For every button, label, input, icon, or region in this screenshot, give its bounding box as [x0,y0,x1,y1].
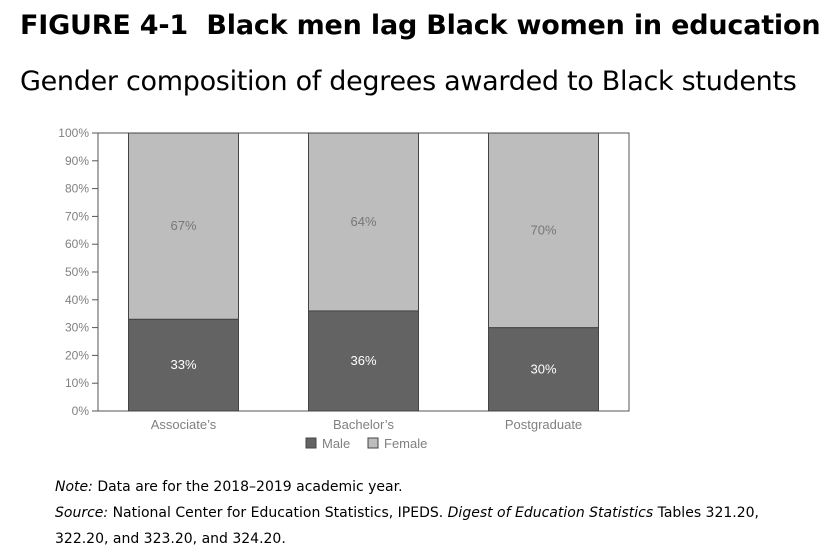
data-label: 64% [350,214,376,229]
y-tick-label: 70% [65,209,89,223]
legend-label: Female [384,436,427,451]
y-tick-label: 50% [65,265,89,279]
stacked-bar-chart: 0% 10% 20% 30% 40% 50% 60% 70% 80% 90% 100% 33% 67% A… [58,126,630,451]
note-line: Note: Data are for the 2018–2019 academi… [55,474,815,500]
x-category-label: Bachelor’s [333,417,394,432]
legend-label: Male [322,436,350,451]
y-tick-label: 0% [72,404,90,418]
legend-swatch [367,437,379,449]
data-label: 70% [530,222,556,237]
figure-subtitle: Gender composition of degrees awarded to… [20,66,797,97]
source-publication: Digest of Education Statistics [447,505,654,521]
bar-segment-female [128,132,239,320]
y-tick-label: 40% [65,293,89,307]
note-label: Note: [55,479,93,495]
source-text-1: National Center for Education Statistics… [112,505,444,521]
data-label: 30% [530,361,556,376]
source-line: Source: National Center for Education St… [55,500,815,552]
data-label: 67% [170,218,196,233]
figure-title-text: Black men lag Black women in education [206,10,821,41]
figure-number: FIGURE 4-1 [20,10,188,41]
figure-title: FIGURE 4-1 Black men lag Black women in … [20,10,821,41]
note-text: Data are for the 2018–2019 academic year… [97,479,403,495]
y-tick-label: 60% [65,237,89,251]
x-category-label: Associate’s [151,417,217,432]
bar-segment-female [488,132,599,329]
y-tick-label: 30% [65,321,89,335]
data-label: 36% [350,353,376,368]
y-tick-label: 20% [65,348,89,362]
y-tick-label: 90% [65,154,89,168]
y-tick-label: 10% [65,376,89,390]
y-tick-label: 100% [58,126,89,140]
source-label: Source: [55,505,109,521]
source-text-2: Tables 321.20, 322.20, and 323.20, and 3… [55,505,759,547]
legend-swatch [305,437,317,449]
data-label: 33% [170,357,196,372]
x-category-label: Postgraduate [505,417,582,432]
bar-segment-male [128,318,239,412]
bar-segment-male [308,310,419,412]
figure-notes: Note: Data are for the 2018–2019 academi… [55,474,815,552]
bar-segment-female [308,132,419,312]
y-tick-label: 80% [65,182,89,196]
